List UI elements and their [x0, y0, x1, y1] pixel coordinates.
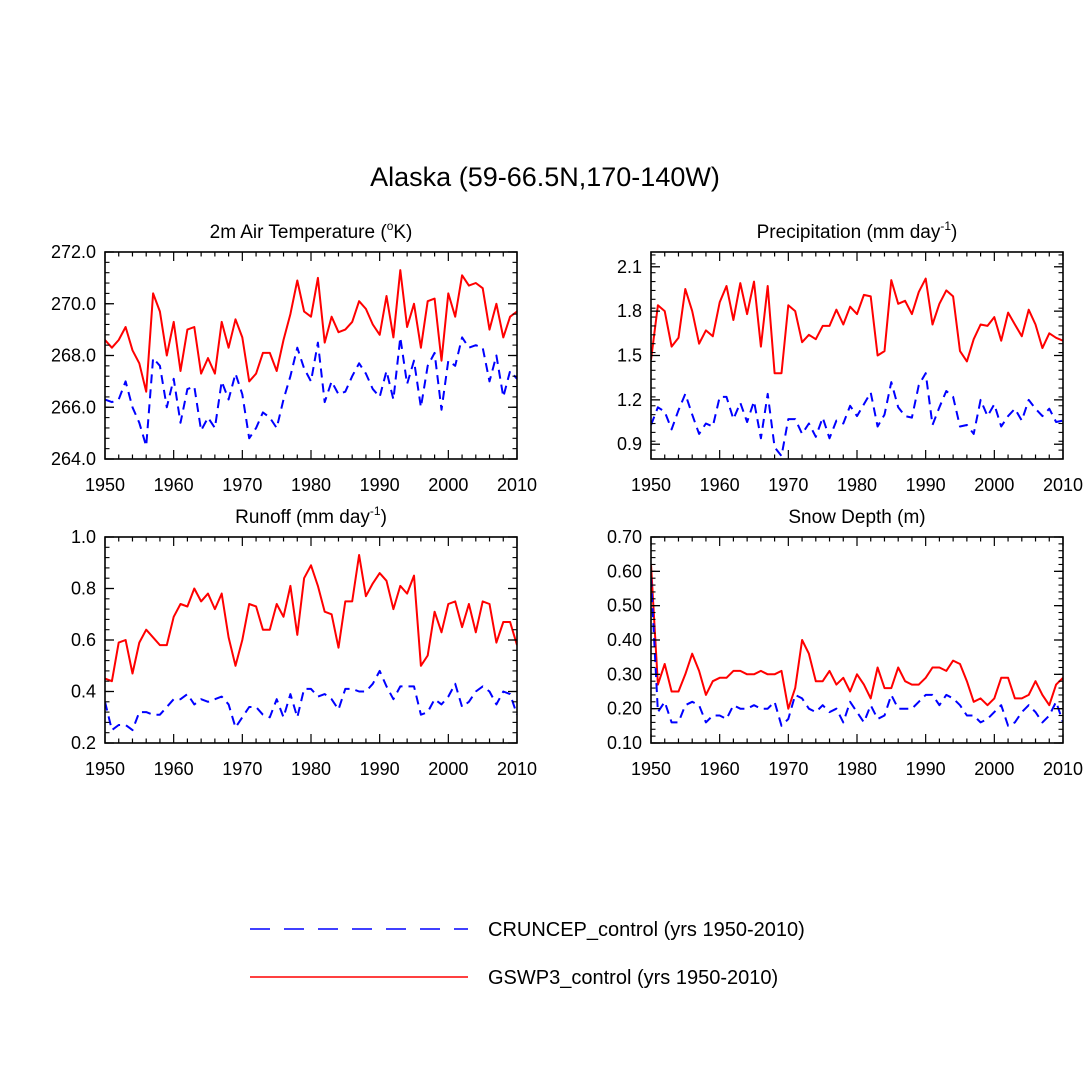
legend-label-cruncep: CRUNCEP_control (yrs 1950-2010) — [488, 919, 805, 941]
x-tick-label: 1960 — [154, 759, 194, 779]
panel-temp: 2m Air Temperature (oK) 1950 1960 1970 1980 1… — [51, 219, 537, 495]
y-tick-label: 0.40 — [607, 630, 642, 650]
panel-title-part: ) — [951, 222, 957, 243]
y-tick-label: 1.8 — [617, 301, 642, 321]
series-line-gswp3 — [651, 564, 1063, 710]
x-tick-label: 1960 — [700, 759, 740, 779]
x-tick-label: 1950 — [85, 759, 125, 779]
x-tick-label: 1970 — [222, 759, 262, 779]
y-tick-label: 0.2 — [71, 733, 96, 753]
x-tick-label: 1970 — [768, 475, 808, 495]
series-line-cruncep — [105, 336, 517, 448]
y-tick-label: 272.0 — [51, 242, 96, 262]
x-tick-label: 1960 — [700, 475, 740, 495]
y-tick-label: 1.5 — [617, 346, 642, 366]
x-tick-label: 2000 — [974, 759, 1014, 779]
panel-title-part: ) — [381, 507, 387, 528]
panel-title-runoff: Runoff (mm day-1) — [235, 504, 387, 528]
y-tick-label: 0.4 — [71, 682, 96, 702]
y-tick-label: 1.2 — [617, 390, 642, 410]
legend-label-gswp3: GSWP3_control (yrs 1950-2010) — [488, 967, 778, 989]
plot-frame — [650, 536, 1064, 744]
x-tick-label: 1950 — [631, 475, 671, 495]
panel-title-part: -1 — [370, 504, 381, 518]
y-tick-label: 0.10 — [607, 733, 642, 753]
x-tick-label: 1960 — [154, 475, 194, 495]
y-tick-label: 2.1 — [617, 257, 642, 277]
panel-title-part: Precipitation (mm day — [757, 222, 941, 243]
x-tick-label: 2000 — [974, 475, 1014, 495]
y-tick-label: 0.20 — [607, 699, 642, 719]
x-tick-label: 2010 — [497, 759, 537, 779]
panel-title-part: o — [387, 219, 394, 233]
panel-title-part: 2m Air Temperature ( — [210, 222, 388, 243]
series-line-cruncep — [651, 578, 1063, 727]
figure-title: Alaska (59-66.5N,170-140W) — [370, 162, 720, 192]
series-line-gswp3 — [105, 269, 517, 393]
y-tick-label: 264.0 — [51, 449, 96, 469]
y-tick-label: 0.9 — [617, 434, 642, 454]
y-tick-label: 0.6 — [71, 630, 96, 650]
x-tick-label: 1990 — [360, 759, 400, 779]
panel-title-precip: Precipitation (mm day-1) — [757, 219, 958, 243]
x-tick-label: 2010 — [497, 475, 537, 495]
x-tick-label: 1990 — [360, 475, 400, 495]
y-tick-label: 0.30 — [607, 664, 642, 684]
series-line-gswp3 — [651, 277, 1063, 375]
x-tick-label: 1980 — [837, 759, 877, 779]
y-tick-label: 268.0 — [51, 346, 96, 366]
series-line-cruncep — [651, 372, 1063, 457]
legend: CRUNCEP_control (yrs 1950-2010) GSWP3_con… — [250, 919, 805, 989]
panel-runoff: Runoff (mm day-1) 1950 1960 1970 1980 1990 200… — [71, 504, 537, 779]
panel-title-part: Runoff (mm day — [235, 507, 370, 528]
x-tick-label: 1950 — [85, 475, 125, 495]
panel-title-part: Snow Depth (m) — [788, 507, 925, 528]
x-tick-label: 1980 — [291, 475, 331, 495]
x-tick-label: 1970 — [768, 759, 808, 779]
series-line-cruncep — [105, 669, 517, 732]
y-tick-label: 270.0 — [51, 294, 96, 314]
y-tick-label: 0.60 — [607, 561, 642, 581]
panel-precip: Precipitation (mm day-1) 1950 1960 1970 1980… — [617, 219, 1083, 495]
y-tick-label: 266.0 — [51, 397, 96, 417]
x-tick-label: 1990 — [906, 475, 946, 495]
x-tick-label: 2010 — [1043, 475, 1083, 495]
panel-title-part: -1 — [940, 219, 951, 233]
x-tick-label: 1980 — [291, 759, 331, 779]
x-tick-label: 2000 — [428, 759, 468, 779]
panel-title-part: K) — [393, 222, 412, 243]
x-tick-label: 1990 — [906, 759, 946, 779]
y-tick-label: 0.50 — [607, 596, 642, 616]
y-tick-label: 0.8 — [71, 579, 96, 599]
x-tick-label: 1980 — [837, 475, 877, 495]
x-tick-label: 2000 — [428, 475, 468, 495]
plot-frame — [650, 251, 1064, 460]
x-tick-label: 1950 — [631, 759, 671, 779]
y-tick-label: 0.70 — [607, 527, 642, 547]
x-tick-label: 2010 — [1043, 759, 1083, 779]
panel-title-temp: 2m Air Temperature (oK) — [210, 219, 413, 243]
panel-title-snow: Snow Depth (m) — [788, 507, 925, 528]
series-line-gswp3 — [105, 554, 517, 683]
x-tick-label: 1970 — [222, 475, 262, 495]
y-tick-label: 1.0 — [71, 527, 96, 547]
panel-snow: Snow Depth (m) 1950 1960 1970 1980 1990 2000 20… — [607, 507, 1083, 779]
